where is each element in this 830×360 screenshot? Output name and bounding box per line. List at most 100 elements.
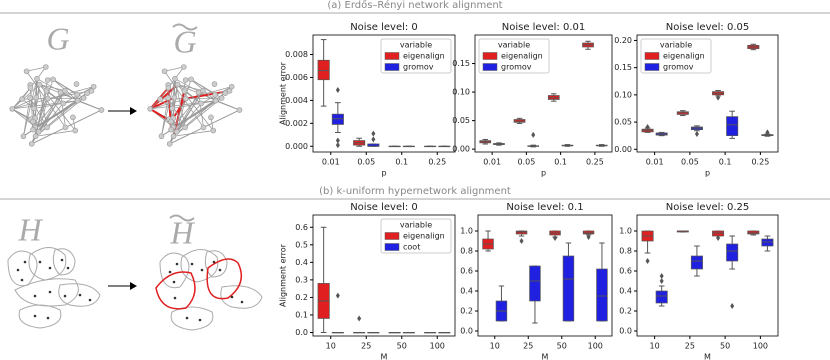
x-tick-label: 50 <box>397 342 407 351</box>
y-tick-label: 0.2 <box>295 293 308 302</box>
network-node <box>72 127 79 134</box>
outlier <box>765 129 770 136</box>
legend-title: variable <box>400 221 432 230</box>
axes-frame <box>474 34 613 153</box>
network-node <box>73 81 80 87</box>
network-node <box>198 100 204 107</box>
box <box>655 290 668 304</box>
network-node <box>23 68 30 75</box>
network-node <box>169 105 175 112</box>
network-node <box>210 127 217 134</box>
network-edge <box>164 66 184 72</box>
outlier <box>371 130 376 137</box>
network-node <box>218 95 225 101</box>
network-edge <box>198 92 204 128</box>
legend-label: eigenalign <box>403 52 445 61</box>
y-tick-label: 0.00 <box>614 145 632 154</box>
legend-swatch <box>384 63 400 71</box>
network-node <box>27 95 33 101</box>
network-node <box>70 114 76 121</box>
x-tick-label: 50 <box>720 342 730 351</box>
y-tick-label: 0.2 <box>619 307 632 316</box>
section-title: (a) Erdős–Rényi network alignment <box>327 0 502 11</box>
network-edge <box>11 108 35 127</box>
y-tick-label: 0.4 <box>619 287 632 296</box>
y-tick-label: 0.8 <box>460 247 473 256</box>
network-node <box>36 81 43 88</box>
legend-swatch <box>384 52 400 60</box>
chart-title: Noise level: 0 <box>350 202 418 213</box>
network-node <box>147 106 154 112</box>
network-node <box>62 124 69 131</box>
network-node <box>182 77 189 83</box>
network-node <box>88 88 95 94</box>
legend-label: eigenalign <box>403 232 445 241</box>
y-tick-label: 0.4 <box>295 258 308 267</box>
chart-title: Noise level: 0.01 <box>502 22 586 33</box>
x-axis-label: M <box>381 353 388 360</box>
y-tick-label: 0.8 <box>619 247 632 256</box>
x-tick-label: 0.05 <box>517 158 535 167</box>
x-axis-label: M <box>704 353 711 360</box>
axes-frame <box>312 34 456 153</box>
box <box>331 113 344 125</box>
network-node <box>171 94 178 101</box>
axes-frame <box>636 34 779 153</box>
hyperedge-highlight <box>155 258 243 310</box>
graph-label: H <box>17 211 43 247</box>
x-tick-label: 0.05 <box>357 158 375 167</box>
x-tick-label: 50 <box>557 342 567 351</box>
network-node <box>168 126 174 133</box>
network-node <box>200 124 207 131</box>
network-node <box>157 96 163 102</box>
legend-label: gromov <box>403 63 434 72</box>
network-node <box>211 81 218 87</box>
x-tick-label: 25 <box>361 342 371 351</box>
arrow <box>108 107 137 115</box>
box <box>690 255 703 270</box>
y-tick-label: 0.004 <box>285 96 308 105</box>
network-edge <box>177 84 204 92</box>
x-tick-label: 10 <box>650 342 660 351</box>
y-tick-label: 0.05 <box>452 116 470 125</box>
network-node <box>212 92 218 98</box>
box <box>529 265 541 302</box>
outlier <box>531 131 536 138</box>
network-edge <box>35 130 76 137</box>
network-edge <box>46 90 64 104</box>
box <box>562 255 575 322</box>
x-axis-label: p <box>705 169 710 178</box>
x-tick-label: 0.25 <box>428 158 446 167</box>
network-edge <box>169 79 192 145</box>
chart-title: Noise level: 0.05 <box>666 22 750 33</box>
network-node <box>165 85 172 91</box>
network-node <box>30 118 36 125</box>
network-edge <box>21 66 47 100</box>
network-edge <box>38 98 49 132</box>
network-node <box>180 64 187 70</box>
network-node <box>28 141 35 147</box>
x-tick-label: 0.1 <box>554 158 567 167</box>
legend-title: variable <box>660 41 692 50</box>
legend-label: gromov <box>663 63 694 72</box>
network-node <box>60 100 66 107</box>
y-tick-label: 0.3 <box>295 275 308 284</box>
network-edge <box>26 66 46 72</box>
y-tick-label: 0.15 <box>614 63 632 72</box>
network-node <box>200 87 206 94</box>
box <box>726 116 739 137</box>
axes-frame <box>636 214 779 337</box>
chart-title: Noise level: 0.1 <box>506 202 583 213</box>
outlier <box>519 238 524 244</box>
x-axis-label: M <box>542 353 549 360</box>
y-tick-label: 0.6 <box>619 267 632 276</box>
network-node <box>98 107 105 113</box>
network-node <box>188 76 194 83</box>
network-node <box>182 124 188 131</box>
network-node <box>44 77 51 83</box>
x-tick-label: 100 <box>588 342 603 351</box>
graph-label: G <box>46 20 69 56</box>
outlier <box>716 94 721 101</box>
y-tick-label: 1.0 <box>460 227 473 236</box>
